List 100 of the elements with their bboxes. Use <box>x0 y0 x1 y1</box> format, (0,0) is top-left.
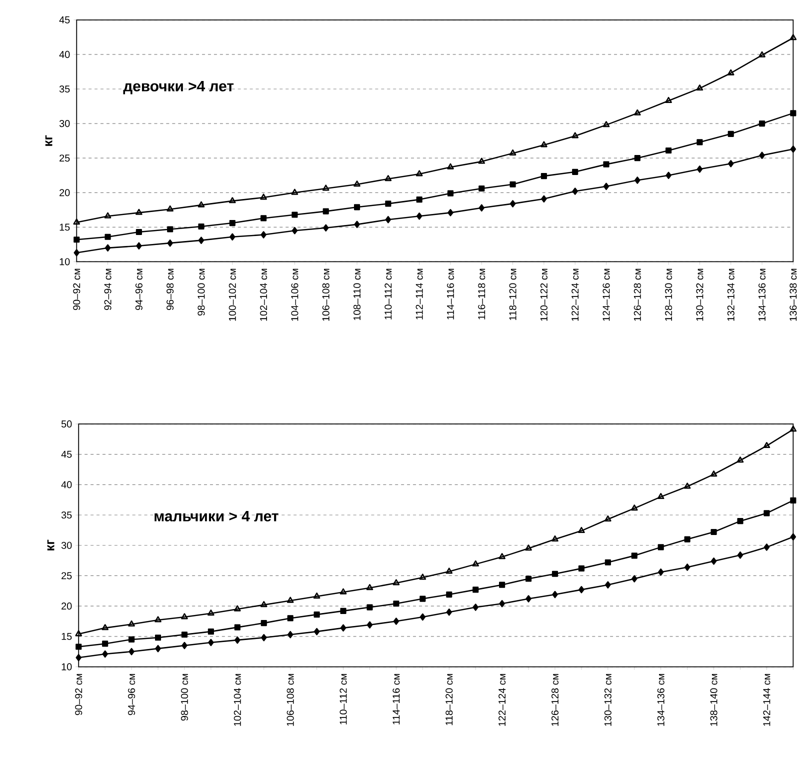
point <box>287 615 294 622</box>
point <box>737 518 744 524</box>
point <box>552 535 558 542</box>
point <box>631 552 638 559</box>
x-tick-label: 94–96 см <box>128 674 136 715</box>
point <box>102 624 108 630</box>
y-tick-label: 35 <box>61 511 72 518</box>
point <box>578 586 584 594</box>
point <box>291 188 298 195</box>
point <box>446 567 453 574</box>
point <box>658 568 664 576</box>
y-tick-label: 15 <box>60 224 70 231</box>
x-tick-label: 110–112 см <box>384 268 392 320</box>
point <box>764 510 770 516</box>
x-tick-label: 98–100 см <box>180 674 188 720</box>
point <box>696 165 703 173</box>
point <box>509 149 516 156</box>
point <box>472 586 479 593</box>
x-tick-label: 130–132 см <box>696 268 704 321</box>
x-tick-label: 106–108 см <box>322 268 330 321</box>
point <box>340 608 346 614</box>
point <box>540 172 547 179</box>
point <box>758 51 766 58</box>
point <box>104 244 111 252</box>
point <box>666 147 672 154</box>
point <box>578 565 584 572</box>
point <box>419 574 426 580</box>
point <box>104 212 112 218</box>
point <box>790 145 796 153</box>
y-tick-label: 45 <box>59 16 70 24</box>
x-tick-label: 126–128 см <box>551 674 559 726</box>
point <box>181 613 188 620</box>
point <box>286 596 294 603</box>
point <box>684 536 690 542</box>
point <box>727 69 734 76</box>
text: мальчики > 4 лет <box>154 510 278 522</box>
x-tick-label: 110–112 см <box>340 674 347 724</box>
point <box>759 152 765 159</box>
point <box>260 231 266 238</box>
point <box>420 596 426 602</box>
point <box>572 187 578 195</box>
point <box>260 194 267 200</box>
y-tick-label: 50 <box>61 420 72 428</box>
point <box>234 605 241 612</box>
point <box>499 600 505 608</box>
x-tick-label: 114–116 см <box>392 674 400 724</box>
y-tick-label: 25 <box>62 572 72 580</box>
x-tick-label: 120–122 см <box>540 268 548 321</box>
point <box>498 552 506 560</box>
point <box>526 595 532 602</box>
point <box>604 515 612 522</box>
x-tick-label: 90–92 см <box>73 268 80 310</box>
point <box>167 226 174 232</box>
point <box>447 190 454 196</box>
point <box>666 172 672 179</box>
point <box>710 528 717 535</box>
point <box>260 620 267 626</box>
point <box>198 201 205 208</box>
x-tick-label: 118–120 см <box>509 268 516 320</box>
point <box>737 551 744 559</box>
y-tick-label: 20 <box>60 188 70 196</box>
point <box>696 139 703 146</box>
point <box>416 170 423 176</box>
point <box>478 158 486 164</box>
point <box>198 223 204 230</box>
point <box>499 582 506 588</box>
x-tick-label: 134–136 см <box>758 268 766 321</box>
point <box>758 120 766 126</box>
y-tick-label: 10 <box>62 663 72 670</box>
x-tick-label: 124–126 см <box>602 268 610 321</box>
point <box>260 600 268 607</box>
point <box>314 611 320 618</box>
point <box>181 631 188 638</box>
point <box>631 574 638 582</box>
point <box>446 608 452 616</box>
point <box>684 563 690 571</box>
point <box>136 242 142 250</box>
x-tick-label: 112–114 см <box>416 268 423 320</box>
point <box>354 180 360 186</box>
x-tick-label: 126–128 см <box>634 268 641 321</box>
point <box>552 570 558 577</box>
x-tick-label: 134–136 см <box>657 674 664 726</box>
y-tick-label: 20 <box>62 602 72 610</box>
point <box>128 636 135 642</box>
point <box>385 216 392 224</box>
point <box>710 470 718 476</box>
x-tick-label: 130–132 см <box>604 674 612 726</box>
point <box>287 630 294 638</box>
point <box>634 176 640 184</box>
x-tick-label: 138–140 см <box>710 674 718 726</box>
point <box>710 557 717 565</box>
point <box>322 184 330 191</box>
point <box>340 588 347 594</box>
y-tick-label: 45 <box>61 450 72 458</box>
y-tick-label: 35 <box>59 85 70 92</box>
point <box>696 84 704 90</box>
point <box>208 638 214 646</box>
point <box>790 110 796 116</box>
point <box>764 543 770 551</box>
point <box>603 161 610 168</box>
